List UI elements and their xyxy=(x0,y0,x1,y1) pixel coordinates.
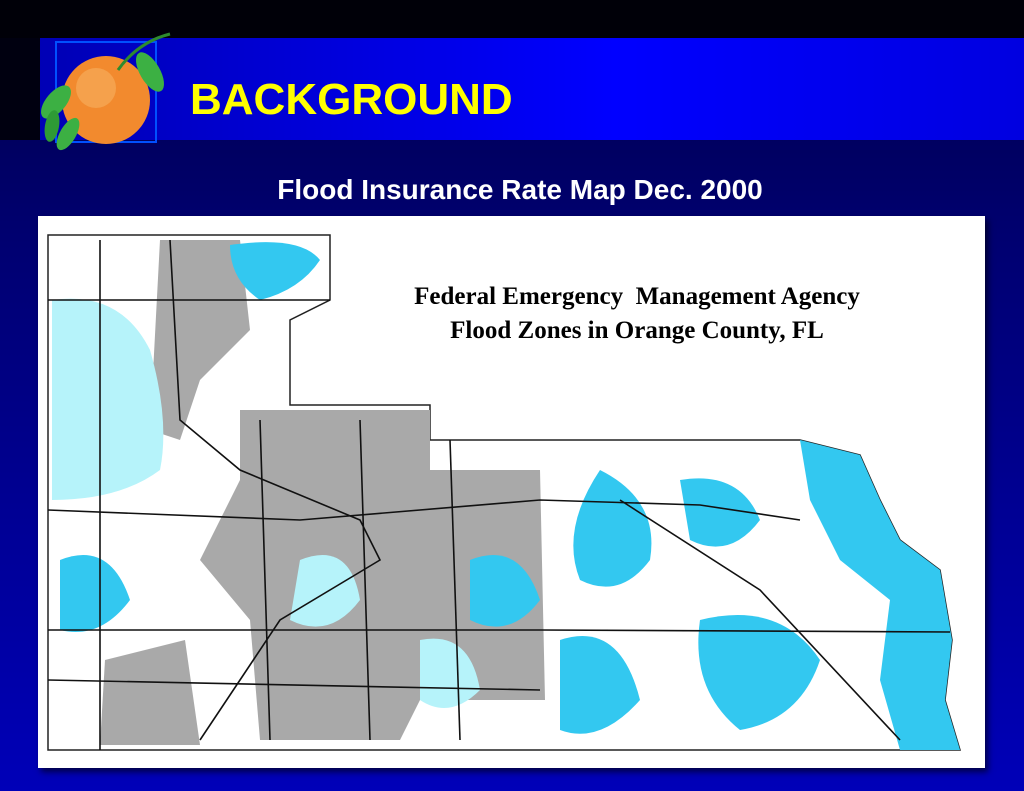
flood-zone xyxy=(60,555,130,632)
road xyxy=(47,499,801,521)
top-bar xyxy=(0,0,1024,38)
road xyxy=(259,419,271,741)
lake xyxy=(52,298,164,500)
header-band xyxy=(0,38,1024,140)
map-panel: Federal Emergency Management Agency Floo… xyxy=(38,216,985,768)
road-network xyxy=(47,239,951,750)
map-title-line: Federal Emergency Management Agency xyxy=(414,283,860,310)
urban-area xyxy=(100,640,200,745)
slide-subtitle: Flood Insurance Rate Map Dec. 2000 xyxy=(277,174,763,205)
flood-zone xyxy=(560,636,640,734)
urban-area xyxy=(150,240,250,440)
stem xyxy=(116,32,171,71)
leaf xyxy=(44,110,60,142)
road xyxy=(619,499,901,741)
flood-zone xyxy=(573,470,652,587)
flood-zone xyxy=(470,555,540,627)
road xyxy=(449,439,461,741)
road xyxy=(47,679,541,691)
road xyxy=(539,629,951,633)
road xyxy=(169,239,382,741)
flood-zone xyxy=(230,242,320,300)
leaf xyxy=(136,52,164,92)
leaf xyxy=(41,85,71,119)
flood-zone xyxy=(680,478,760,547)
lake xyxy=(290,555,360,627)
orange-logo xyxy=(41,32,171,151)
leaf xyxy=(56,117,80,151)
flood-map: Federal Emergency Management Agency Floo… xyxy=(47,234,962,751)
header-corner xyxy=(0,38,40,140)
flood-zone xyxy=(800,440,960,750)
slide-title: BACKGROUND xyxy=(190,75,513,124)
flood-zone xyxy=(698,615,820,730)
orange-highlight xyxy=(76,68,116,108)
map-title-line: Flood Zones in Orange County, FL xyxy=(450,317,824,344)
lake xyxy=(420,638,480,708)
